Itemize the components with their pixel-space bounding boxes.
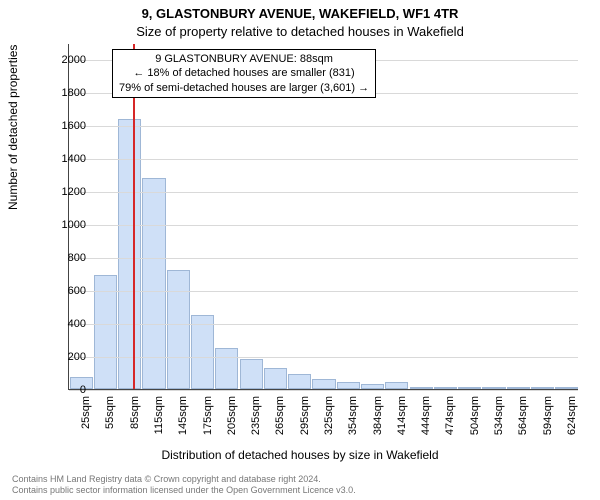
chart-title-line2: Size of property relative to detached ho… bbox=[0, 24, 600, 39]
x-tick-label: 265sqm bbox=[274, 396, 286, 446]
footer-attribution: Contains HM Land Registry data © Crown c… bbox=[12, 474, 356, 496]
y-tick-label: 1200 bbox=[46, 186, 86, 198]
y-tick-label: 1400 bbox=[46, 153, 86, 165]
x-tick-label: 115sqm bbox=[153, 396, 165, 446]
x-tick-label: 85sqm bbox=[129, 396, 141, 446]
bar bbox=[240, 359, 263, 389]
x-tick-label: 175sqm bbox=[202, 396, 214, 446]
gridline bbox=[69, 291, 578, 292]
gridline bbox=[69, 258, 578, 259]
y-tick-label: 2000 bbox=[46, 54, 86, 66]
gridline bbox=[69, 390, 578, 391]
gridline bbox=[69, 192, 578, 193]
bar bbox=[167, 270, 190, 389]
y-tick-label: 1600 bbox=[46, 120, 86, 132]
x-axis-label: Distribution of detached houses by size … bbox=[0, 448, 600, 462]
x-tick-label: 145sqm bbox=[177, 396, 189, 446]
bar bbox=[410, 387, 433, 389]
x-tick-label: 325sqm bbox=[323, 396, 335, 446]
gridline bbox=[69, 126, 578, 127]
bar bbox=[94, 275, 117, 389]
y-tick-label: 600 bbox=[46, 285, 86, 297]
bar bbox=[191, 315, 214, 389]
annotation-line: 79% of semi-detached houses are larger (… bbox=[119, 81, 369, 95]
x-tick-label: 205sqm bbox=[226, 396, 238, 446]
y-tick-label: 400 bbox=[46, 318, 86, 330]
bar bbox=[482, 387, 505, 389]
bar bbox=[312, 379, 335, 389]
annotation-line: 9 GLASTONBURY AVENUE: 88sqm bbox=[119, 52, 369, 66]
bar bbox=[385, 382, 408, 389]
bar bbox=[555, 387, 578, 389]
y-axis-label: Number of detached properties bbox=[6, 45, 20, 210]
gridline bbox=[69, 324, 578, 325]
x-tick-label: 55sqm bbox=[104, 396, 116, 446]
x-tick-label: 564sqm bbox=[517, 396, 529, 446]
x-tick-label: 354sqm bbox=[347, 396, 359, 446]
gridline bbox=[69, 159, 578, 160]
x-tick-label: 474sqm bbox=[444, 396, 456, 446]
x-tick-label: 624sqm bbox=[566, 396, 578, 446]
gridline bbox=[69, 357, 578, 358]
x-tick-label: 295sqm bbox=[299, 396, 311, 446]
x-tick-label: 384sqm bbox=[372, 396, 384, 446]
x-tick-label: 235sqm bbox=[250, 396, 262, 446]
bar bbox=[264, 368, 287, 389]
bar bbox=[458, 387, 481, 389]
bar bbox=[531, 387, 554, 389]
x-tick-label: 504sqm bbox=[469, 396, 481, 446]
x-tick-label: 594sqm bbox=[542, 396, 554, 446]
y-tick-label: 800 bbox=[46, 252, 86, 264]
annotation-box: 9 GLASTONBURY AVENUE: 88sqm ← 18% of det… bbox=[112, 49, 376, 98]
annotation-line: ← 18% of detached houses are smaller (83… bbox=[119, 66, 369, 80]
footer-line: Contains HM Land Registry data © Crown c… bbox=[12, 474, 356, 485]
x-tick-label: 444sqm bbox=[420, 396, 432, 446]
y-tick-label: 1800 bbox=[46, 87, 86, 99]
bar bbox=[337, 382, 360, 389]
bar bbox=[434, 387, 457, 389]
y-tick-label: 1000 bbox=[46, 219, 86, 231]
x-tick-label: 25sqm bbox=[80, 396, 92, 446]
gridline bbox=[69, 225, 578, 226]
bar bbox=[361, 384, 384, 389]
footer-line: Contains public sector information licen… bbox=[12, 485, 356, 496]
bar bbox=[288, 374, 311, 389]
y-tick-label: 0 bbox=[46, 384, 86, 396]
y-tick-label: 200 bbox=[46, 351, 86, 363]
x-tick-label: 414sqm bbox=[396, 396, 408, 446]
chart-container: 9, GLASTONBURY AVENUE, WAKEFIELD, WF1 4T… bbox=[0, 0, 600, 500]
chart-title-line1: 9, GLASTONBURY AVENUE, WAKEFIELD, WF1 4T… bbox=[0, 6, 600, 21]
bar bbox=[507, 387, 530, 389]
x-tick-label: 534sqm bbox=[493, 396, 505, 446]
bar bbox=[215, 348, 238, 389]
